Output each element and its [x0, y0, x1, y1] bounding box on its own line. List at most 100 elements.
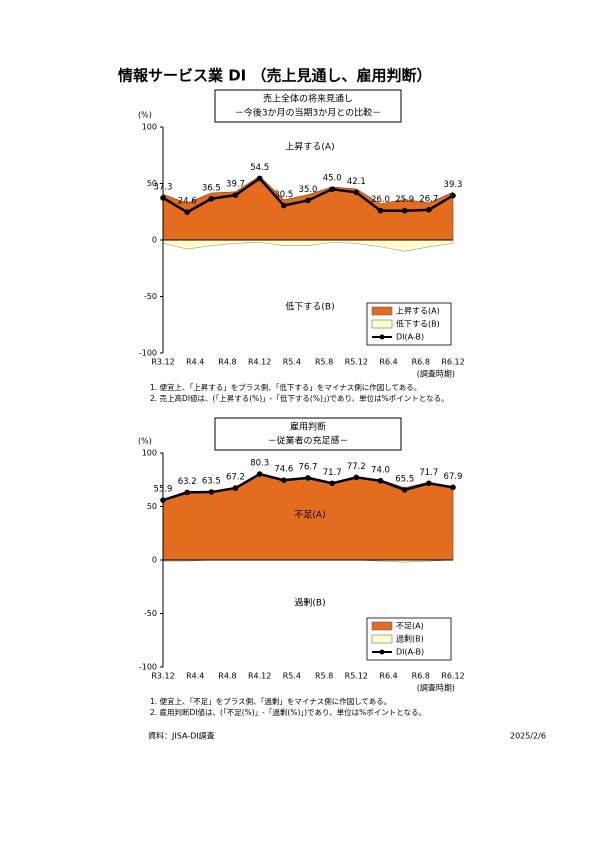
chart-title: －従業者の充足感－ — [267, 435, 348, 447]
source: 資料：JISA-DI調査 — [148, 731, 215, 741]
di-marker — [281, 477, 287, 483]
legend-label: DI(A-B) — [396, 648, 424, 657]
data-label: 63.5 — [202, 477, 221, 487]
data-label: 26.7 — [419, 194, 438, 204]
di-marker — [184, 489, 190, 496]
data-label: 26.0 — [371, 195, 390, 205]
data-label: 45.0 — [323, 174, 342, 184]
data-label: 54.5 — [250, 163, 269, 173]
legend-swatch — [371, 306, 393, 316]
data-label: 74.0 — [371, 465, 390, 475]
legend-label: 不足(A) — [396, 622, 424, 631]
y-tick-label: 50 — [147, 502, 157, 511]
note: 2. 雇用判断DI値は、(「不足(%)」-「過剰(%)」)であり、単位は%ポイン… — [150, 707, 426, 717]
chart-title: －今後3か月の当期3か月との比較－ — [235, 107, 381, 119]
legend-marker — [379, 649, 385, 655]
di-marker — [426, 480, 432, 487]
area — [162, 175, 454, 241]
di-marker — [160, 497, 166, 503]
x-tick-label: R4.8 — [218, 358, 236, 367]
data-label: 37.3 — [154, 182, 173, 192]
data-label: 67.2 — [226, 473, 245, 483]
x-tick-label: R4.4 — [186, 358, 204, 367]
data-label: 36.5 — [202, 183, 221, 193]
data-label: 74.6 — [274, 465, 293, 475]
y-tick-label: 100 — [142, 449, 157, 458]
y-tick-label: 100 — [142, 123, 157, 132]
x-tick-label: R5.4 — [283, 672, 301, 681]
date: 2025/2/6 — [510, 732, 546, 741]
di-marker — [329, 480, 335, 487]
y-tick-label: 0 — [152, 236, 157, 245]
legend-label: 上昇する(A) — [396, 307, 440, 316]
chart-title-box — [214, 89, 402, 123]
di-marker — [377, 207, 384, 214]
chart-title-box — [214, 417, 402, 451]
area — [162, 239, 454, 252]
y-tick-label: -100 — [139, 349, 157, 358]
annotation: 不足(A) — [294, 510, 325, 521]
data-label: 30.5 — [274, 190, 293, 200]
data-label: 76.7 — [299, 462, 318, 472]
page-title: 情報サービス業 DI （売上見通し、雇用判断） — [118, 67, 431, 85]
x-tick-label: R6.8 — [412, 672, 430, 681]
legend-swatch — [371, 634, 393, 644]
x-tick-label: R6.8 — [412, 358, 430, 367]
di-marker — [208, 195, 215, 202]
data-label: 77.2 — [347, 462, 366, 472]
di-marker — [353, 189, 360, 196]
di-marker — [426, 207, 432, 213]
legend-label: DI(A-B) — [396, 333, 424, 342]
legend-marker — [379, 334, 385, 340]
x-axis-label: (調査時期) — [417, 683, 455, 693]
di-marker — [305, 197, 311, 204]
data-label: 42.1 — [347, 177, 366, 187]
di-marker — [401, 487, 408, 493]
x-tick-label: R5.12 — [345, 358, 368, 367]
x-tick-label: R4.12 — [248, 358, 271, 367]
di-marker — [353, 474, 360, 481]
data-label: 65.5 — [395, 474, 414, 484]
note: 1. 便宜上、「不足」をプラス側、「過剰」をマイナス側に作図してある。 — [150, 696, 391, 706]
legend-label: 過剰(B) — [396, 634, 424, 644]
x-tick-label: R6.12 — [441, 672, 464, 681]
di-marker — [377, 478, 384, 484]
data-label: 35.0 — [299, 185, 318, 195]
y-unit: (%) — [138, 111, 152, 120]
annotation: 低下する(B) — [285, 301, 334, 313]
y-tick-label: 0 — [152, 556, 157, 565]
data-label: 24.6 — [178, 197, 197, 207]
x-axis-label: (調査時期) — [417, 369, 455, 379]
data-label: 25.9 — [395, 195, 414, 205]
chart-title: 雇用判断 — [290, 421, 326, 433]
legend-swatch — [371, 621, 393, 631]
di-marker — [256, 471, 263, 477]
x-tick-label: R4.12 — [248, 672, 271, 681]
chart-title: 売上全体の将来見通し — [263, 93, 353, 105]
y-tick-label: -50 — [144, 292, 157, 301]
data-label: 55.9 — [154, 485, 173, 495]
x-tick-label: R6.4 — [379, 672, 397, 681]
di-marker — [160, 195, 166, 201]
di-marker — [256, 175, 263, 182]
note: 2. 売上高DI値は、(「上昇する(%)」-「低下する(%)」)であり、単位は%… — [150, 393, 449, 403]
di-marker — [305, 475, 311, 481]
data-label: 39.7 — [226, 180, 245, 190]
data-label: 80.3 — [250, 459, 269, 469]
x-tick-label: R5.8 — [315, 358, 333, 367]
data-label: 63.2 — [178, 477, 197, 487]
di-marker — [208, 489, 215, 495]
x-tick-label: R6.12 — [441, 358, 464, 367]
data-label: 39.3 — [444, 180, 463, 190]
annotation: 過剰(B) — [294, 597, 325, 609]
x-tick-label: R4.8 — [218, 672, 236, 681]
x-tick-label: R3.12 — [151, 358, 174, 367]
legend-swatch — [371, 319, 393, 329]
note: 1. 便宜上、「上昇する」をプラス側、「低下する」をマイナス側に作図してある。 — [150, 382, 421, 392]
y-unit: (%) — [138, 437, 152, 446]
legend-label: 低下する(B) — [396, 319, 440, 329]
di-marker — [232, 192, 239, 198]
y-tick-label: -100 — [139, 663, 157, 672]
di-marker — [232, 485, 239, 491]
